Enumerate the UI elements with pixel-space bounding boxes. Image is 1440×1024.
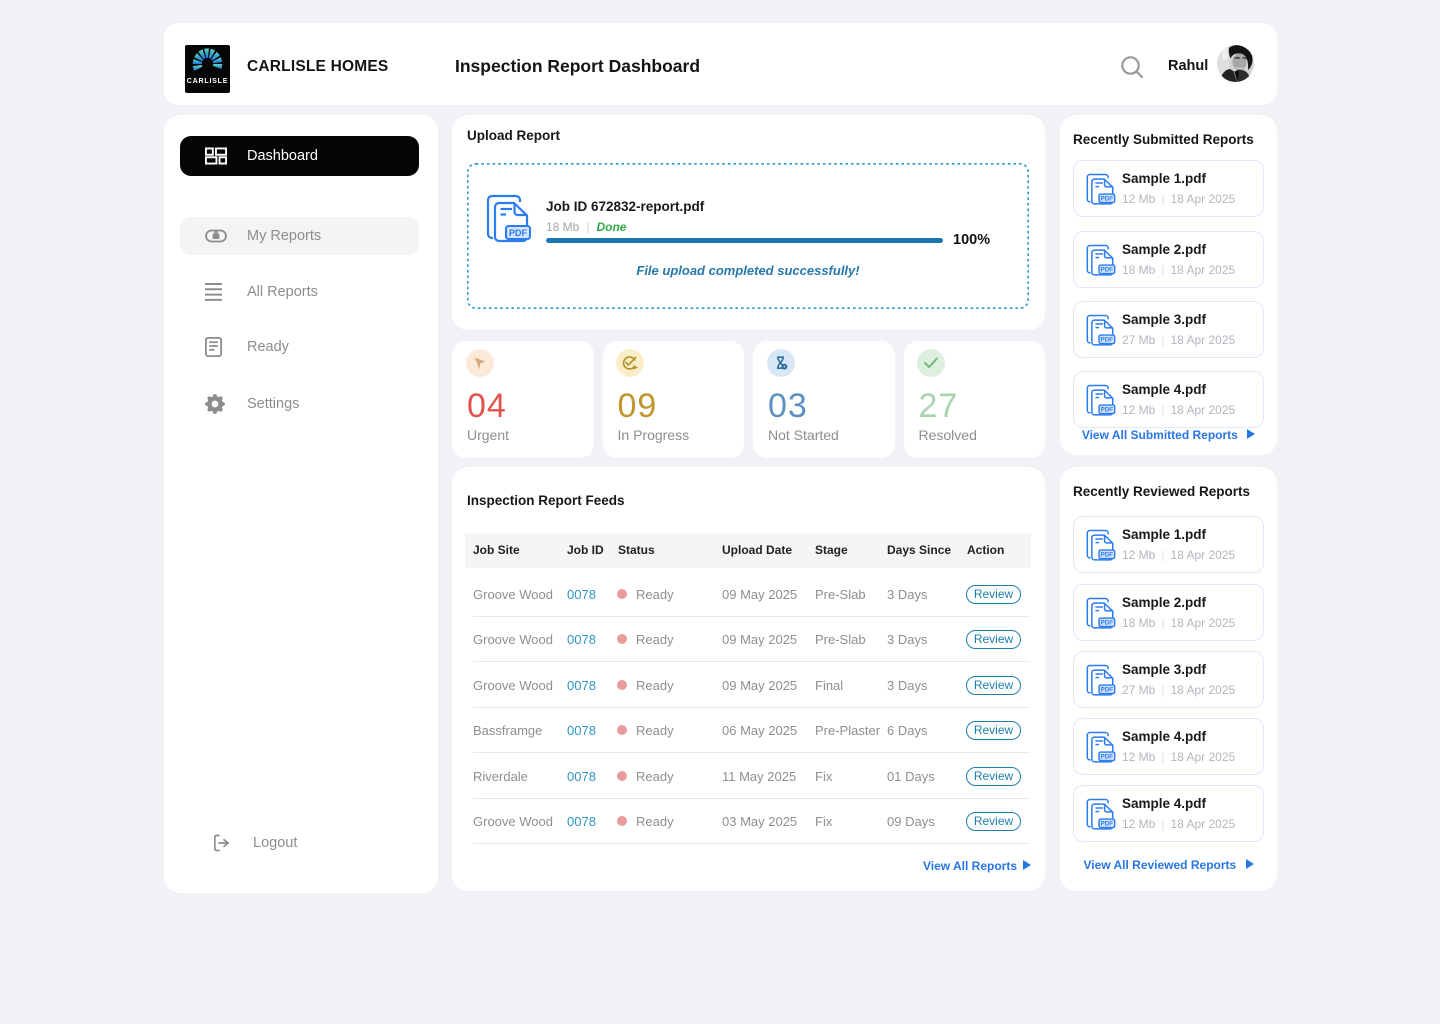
svg-text:PDF: PDF xyxy=(1101,820,1114,827)
svg-text:PDF: PDF xyxy=(1101,686,1114,693)
svg-text:PDF: PDF xyxy=(1101,753,1114,760)
svg-text:PDF: PDF xyxy=(1101,267,1114,274)
svg-text:PDF: PDF xyxy=(509,228,528,238)
svg-text:PDF: PDF xyxy=(1101,337,1114,344)
svg-text:PDF: PDF xyxy=(1101,407,1114,414)
svg-text:PDF: PDF xyxy=(1101,196,1114,203)
svg-text:PDF: PDF xyxy=(1101,619,1114,626)
svg-text:PDF: PDF xyxy=(1101,552,1114,559)
